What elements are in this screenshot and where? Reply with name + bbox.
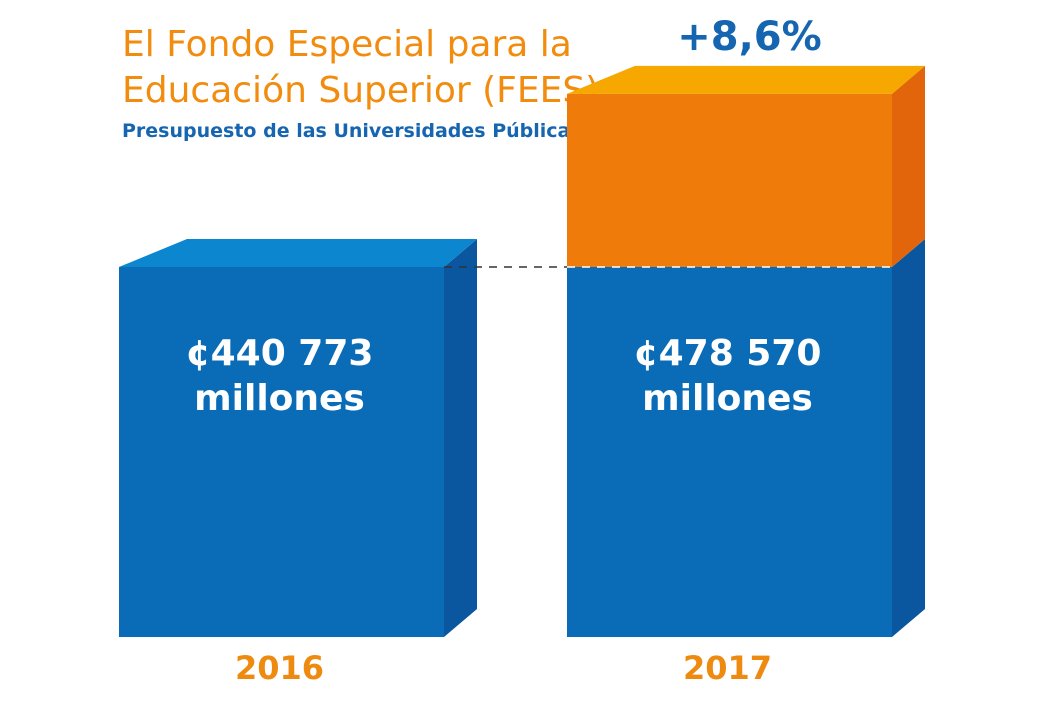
value-label-amount-2017: ¢478 570 xyxy=(634,333,822,374)
increase-front-2017 xyxy=(567,93,892,268)
value-label-unit-2017: millones xyxy=(642,378,813,419)
bar-side-2016 xyxy=(444,239,477,637)
bar-front-2017 xyxy=(567,267,892,637)
bar-side-2017 xyxy=(892,239,925,637)
increase-top-2017 xyxy=(567,65,925,94)
chart-subtitle: Presupuesto de las Universidades Pública… xyxy=(122,120,582,142)
bar-top-2016 xyxy=(119,239,477,267)
x-tick-label-2017: 2017 xyxy=(683,649,772,687)
bars-group xyxy=(119,65,925,637)
chart-title: El Fondo Especial para la Educación Supe… xyxy=(122,24,600,111)
x-tick-label-2016: 2016 xyxy=(235,649,324,687)
value-label-unit-2016: millones xyxy=(194,378,365,419)
value-label-amount-2016: ¢440 773 xyxy=(186,333,374,374)
increase-percent-label: +8,6% xyxy=(677,14,821,60)
increase-side-2017 xyxy=(892,65,925,268)
bar-front-2016 xyxy=(119,267,444,637)
